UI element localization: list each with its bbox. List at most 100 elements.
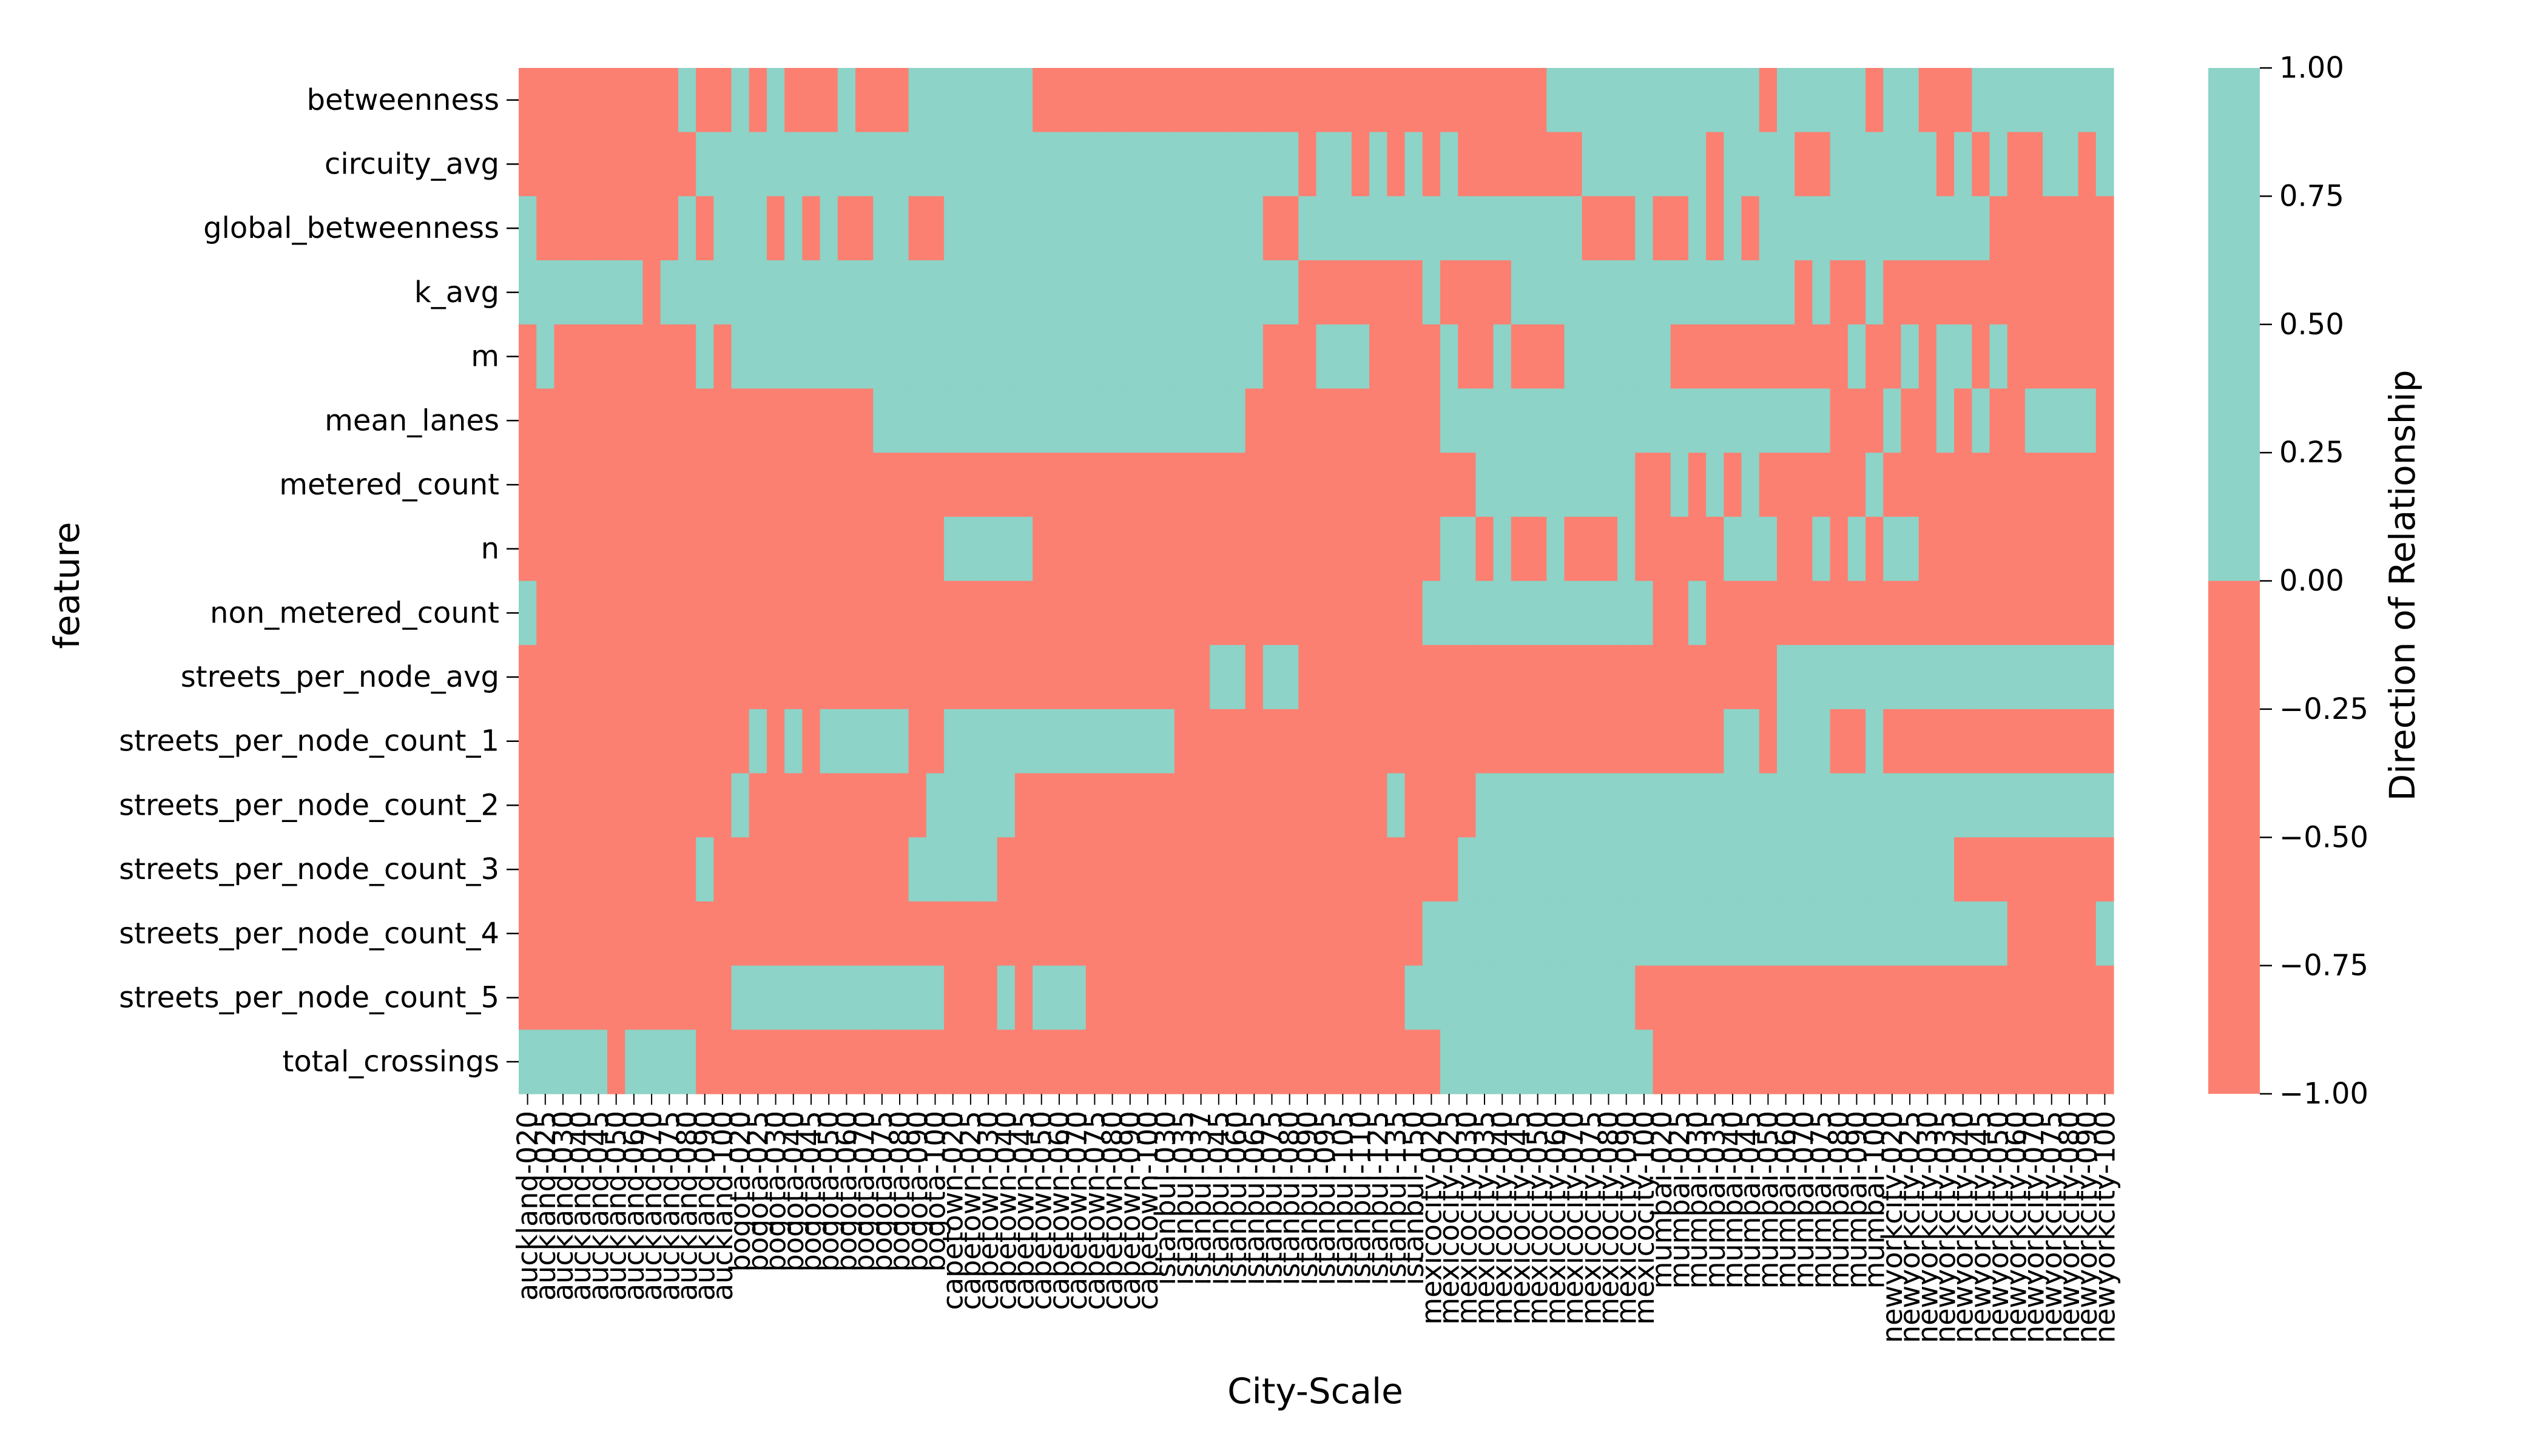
heatmap-cell xyxy=(837,453,856,517)
heatmap-cell xyxy=(1404,388,1423,453)
heatmap-cell xyxy=(1475,773,1494,838)
heatmap-cell xyxy=(908,260,927,325)
x-tick-label: auckland-090 xyxy=(689,1111,721,1301)
x-tick-label: bogota-075 xyxy=(866,1111,898,1272)
heatmap-cell xyxy=(1901,196,1919,261)
heatmap-cell xyxy=(1724,68,1742,133)
heatmap-cell xyxy=(1866,196,1884,261)
heatmap-cell xyxy=(519,773,537,838)
heatmap-cell xyxy=(1121,68,1139,133)
heatmap-cell xyxy=(837,388,856,453)
heatmap-cell xyxy=(1210,965,1228,1030)
heatmap-cell xyxy=(1440,324,1458,389)
heatmap-cell xyxy=(820,516,838,582)
heatmap-cell xyxy=(1014,196,1033,261)
heatmap-cell xyxy=(1139,837,1158,902)
heatmap-cell xyxy=(2095,196,2114,261)
heatmap-cell xyxy=(802,1030,821,1094)
heatmap-cell xyxy=(1795,132,1813,197)
heatmap-cell xyxy=(1262,709,1281,774)
heatmap-cell xyxy=(1156,132,1175,197)
heatmap-cell xyxy=(1404,901,1423,966)
heatmap-cell xyxy=(979,132,998,197)
heatmap-cell xyxy=(2078,196,2097,261)
heatmap-cell xyxy=(1776,773,1795,838)
heatmap-cell xyxy=(1918,1030,1937,1094)
heatmap-cell xyxy=(713,132,732,197)
heatmap-cell xyxy=(1351,773,1370,838)
colorbar-negative-segment xyxy=(2208,581,2260,1094)
heatmap-cell xyxy=(1724,581,1742,645)
heatmap-cell xyxy=(891,516,909,582)
heatmap-cell xyxy=(1936,645,1955,710)
heatmap-cell xyxy=(1103,260,1122,325)
heatmap-cell xyxy=(536,581,555,645)
heatmap-cell xyxy=(713,709,732,774)
heatmap-cell xyxy=(642,837,661,902)
heatmap-cell xyxy=(802,260,821,325)
heatmap-cell xyxy=(1333,324,1352,389)
heatmap-cell xyxy=(1972,1030,1990,1094)
heatmap-cell xyxy=(1245,1030,1264,1094)
heatmap-cell xyxy=(1298,645,1317,710)
heatmap-cell xyxy=(1670,1030,1689,1094)
heatmap-cell xyxy=(625,581,644,645)
heatmap-cell xyxy=(766,837,785,902)
heatmap-cell xyxy=(1546,388,1565,453)
heatmap-cell xyxy=(1901,965,1919,1030)
heatmap-cell xyxy=(2024,837,2043,902)
heatmap-cell xyxy=(1989,965,2008,1030)
heatmap-cell xyxy=(1901,324,1919,389)
heatmap-cell xyxy=(642,388,661,453)
heatmap-cell xyxy=(1174,196,1193,261)
heatmap-cell xyxy=(1085,709,1104,774)
heatmap-cell xyxy=(589,645,608,710)
heatmap-cell xyxy=(1529,132,1547,197)
heatmap-cell xyxy=(766,645,785,710)
heatmap-cell xyxy=(1989,837,2008,902)
heatmap-cell xyxy=(1795,965,1813,1030)
heatmap-cell xyxy=(678,1030,696,1094)
heatmap-cell xyxy=(678,196,696,261)
heatmap-cell xyxy=(1617,516,1636,582)
heatmap-cell xyxy=(926,388,945,453)
x-tick-label: newyorkcity-060 xyxy=(2000,1111,2032,1343)
x-tick-label: auckland-030 xyxy=(547,1111,579,1301)
heatmap-cell xyxy=(855,837,874,902)
heatmap-cell xyxy=(1121,516,1139,582)
heatmap-cell xyxy=(1670,516,1689,582)
heatmap-cell xyxy=(1635,901,1654,966)
heatmap-cell xyxy=(891,68,909,133)
x-tick-label: mexicocity-035 xyxy=(1468,1111,1501,1325)
heatmap-cell xyxy=(2095,837,2114,902)
heatmap-cell xyxy=(1812,453,1831,517)
heatmap-cell xyxy=(1635,196,1654,261)
heatmap-cell xyxy=(908,837,927,902)
heatmap-cell xyxy=(1972,324,1990,389)
heatmap-cell xyxy=(1812,901,1831,966)
heatmap-cell xyxy=(2024,68,2043,133)
heatmap-cell xyxy=(997,196,1016,261)
heatmap-cell xyxy=(1511,132,1529,197)
heatmap-cell xyxy=(1068,901,1087,966)
heatmap-cell xyxy=(962,132,980,197)
x-tick-label: capetown-075 xyxy=(1078,1111,1111,1310)
heatmap-cell xyxy=(1440,901,1458,966)
heatmap-cell xyxy=(820,68,838,133)
heatmap-cell xyxy=(1210,901,1228,966)
heatmap-cell xyxy=(1529,965,1547,1030)
heatmap-cell xyxy=(1989,324,2008,389)
heatmap-cell xyxy=(1227,132,1246,197)
heatmap-cell xyxy=(1741,709,1760,774)
heatmap-cell xyxy=(1458,709,1476,774)
x-tick-label: newyorkcity-025 xyxy=(1893,1111,1926,1343)
heatmap-cell xyxy=(660,324,679,389)
heatmap-cell xyxy=(1511,1030,1529,1094)
heatmap-cell xyxy=(1847,453,1866,517)
heatmap-cell xyxy=(1830,324,1849,389)
heatmap-cell xyxy=(944,773,962,838)
heatmap-cell xyxy=(1387,132,1406,197)
heatmap-cell xyxy=(1795,581,1813,645)
heatmap-cell xyxy=(642,709,661,774)
heatmap-cell xyxy=(1103,901,1122,966)
